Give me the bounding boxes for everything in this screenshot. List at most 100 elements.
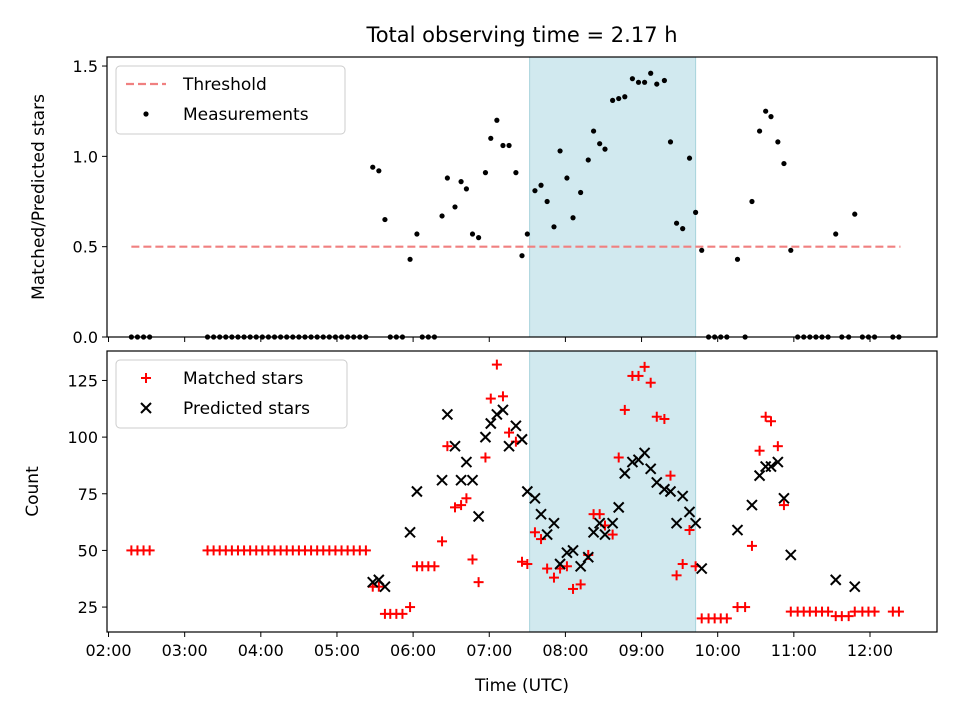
matched-star-point [504, 427, 515, 438]
predicted-star-point [491, 408, 503, 421]
x-b [373, 574, 385, 586]
measurement-point [551, 224, 557, 230]
legend-label: Matched stars [183, 369, 303, 389]
x-b [746, 499, 758, 511]
x-b [638, 447, 651, 459]
predicted-star-point [582, 551, 594, 563]
x-b [466, 474, 479, 486]
matched-star-point [548, 572, 559, 583]
x-b [455, 474, 467, 486]
predicted-star-point [670, 517, 683, 529]
x-b [436, 474, 448, 486]
predicted-star-point [503, 440, 515, 452]
predicted-star-point [664, 485, 677, 498]
measurement-point [641, 79, 648, 85]
measurement-point [578, 189, 584, 196]
x-b [548, 517, 560, 529]
x-b [651, 476, 663, 489]
x-b [574, 560, 587, 572]
x-b [367, 576, 379, 588]
x-b [778, 492, 790, 505]
matched-star-point [373, 581, 384, 592]
predicted-star-point [587, 526, 600, 538]
predicted-star-point [561, 546, 573, 559]
measurement-point [763, 108, 769, 114]
y-tick-label: 75 [78, 485, 98, 504]
x-b [658, 483, 671, 495]
predicted-star-point [516, 433, 528, 446]
measurement-point [439, 213, 445, 219]
y-tick-label: 125 [67, 371, 98, 390]
y-tick-label: 100 [67, 428, 98, 447]
x-b [582, 551, 594, 563]
predicted-star-point [689, 517, 702, 529]
predicted-star-point [554, 558, 566, 570]
measurement-point [524, 231, 530, 237]
y-tick-label: 50 [78, 541, 98, 560]
x-b [567, 544, 579, 557]
predicted-star-point [644, 463, 657, 475]
observing-window-span [529, 56, 697, 338]
predicted-star-point [606, 517, 619, 529]
measurement-point [749, 198, 755, 205]
measurement-point [585, 157, 591, 163]
x-b [510, 420, 522, 432]
matched-star-point [497, 391, 508, 402]
x-tick-label: 08:00 [542, 641, 588, 660]
x-b [626, 456, 639, 468]
predicted-star-point [441, 408, 454, 421]
matched-star-point [639, 361, 650, 372]
x-b [472, 510, 485, 523]
x-b [503, 440, 515, 452]
matched-star-point [843, 611, 854, 622]
predicted-star-point [778, 492, 790, 505]
x-tick-label: 03:00 [162, 641, 208, 660]
x-tick-label: 12:00 [847, 641, 893, 660]
predicted-star-point [472, 510, 485, 523]
x-tick-label: 09:00 [618, 641, 664, 660]
x-b [521, 485, 534, 498]
x-b [676, 490, 689, 502]
x-b [772, 456, 784, 468]
matched-star-point [542, 563, 553, 574]
matched-star-point [869, 606, 880, 617]
measurement-point [661, 77, 667, 84]
predicted-star-point [765, 460, 777, 473]
x-b [695, 562, 708, 575]
measurement-point [382, 216, 388, 223]
matched-star-point [568, 583, 579, 594]
measurement-point [756, 128, 763, 134]
count-panel: 25 50 75 100 125 02:00 03:00 04:00 05:00 06:00 07:… [23, 350, 938, 660]
matched-star-point [437, 536, 448, 547]
measurement-point [616, 95, 622, 102]
matched-star-point [536, 534, 547, 545]
measurement-point [635, 79, 642, 85]
matched-star-point [746, 540, 757, 551]
predicted-star-point [479, 431, 492, 443]
matched-star-point [766, 416, 776, 427]
x-b [612, 501, 625, 514]
matched-star-point [677, 559, 688, 570]
predicted-star-point [460, 456, 473, 468]
predicted-star-point [497, 404, 509, 416]
matched-star-point [665, 470, 676, 481]
predicted-star-point [785, 549, 797, 561]
legend-box [115, 359, 348, 429]
x-b [516, 433, 528, 446]
x-b [753, 469, 766, 482]
matched-star-point [480, 452, 491, 463]
legend: Matched stars Predicted stars [115, 359, 348, 429]
legend-label: Measurements [183, 105, 309, 125]
predicted-star-point [676, 490, 689, 502]
x-b [535, 508, 547, 520]
predicted-star-point [695, 562, 708, 575]
predicted-star-point [485, 417, 497, 430]
measurement-point [833, 231, 839, 237]
x-b [644, 463, 657, 475]
axes-frame [106, 56, 938, 338]
matched-star-point [491, 359, 502, 370]
measurement-point [673, 220, 680, 226]
chart-title: Total observing time = 2.17 h [365, 23, 677, 47]
measurement-point [376, 168, 382, 174]
legend: Threshold Measurements [115, 65, 346, 135]
